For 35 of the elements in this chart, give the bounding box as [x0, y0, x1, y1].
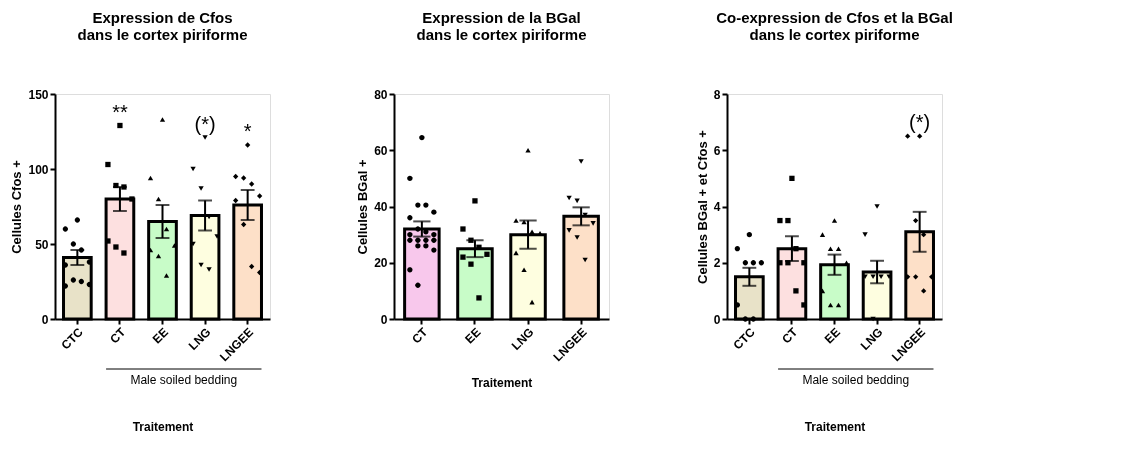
x-tick-label: EE [821, 325, 843, 347]
y-tick-label: 100 [28, 162, 49, 177]
x-axis-title: Traitement [804, 419, 866, 434]
y-tick-label: 0 [41, 312, 49, 327]
y-tick-label: 2 [713, 256, 721, 271]
text: Male soiled bedding [802, 373, 910, 387]
annotation: (*) [909, 111, 931, 134]
y-tick-label: 4 [713, 200, 721, 214]
x-tick-label: CT [779, 324, 801, 347]
y-tick-label: 8 [713, 87, 721, 102]
y-axis-title: Cellules BGal + [355, 159, 371, 255]
chart-title: Co-expression de Cfos et la BGal dans le cortex piriforme [716, 9, 953, 43]
y-tick-label: 150 [28, 87, 49, 102]
x-axis-title: Traitement [132, 419, 194, 434]
y-tick-label: 0 [713, 312, 721, 327]
y-axis-title: Cellules Cfos + [9, 159, 25, 254]
x-tick-label: CT [107, 324, 129, 347]
y-tick-label: 20 [374, 256, 388, 271]
y-tick-label: 40 [374, 200, 388, 214]
x-axis-title: Traitement [471, 375, 533, 390]
x-tick-label: CT [409, 324, 431, 347]
text: Male soiled bedding [130, 373, 238, 387]
y-tick-label: 50 [35, 237, 49, 252]
x-tick-label: EE [149, 325, 171, 347]
y-tick-label: 6 [713, 143, 721, 158]
annotation: ** [112, 100, 128, 123]
chart-title: Expression de Cfos dans le cortex piriforme [77, 9, 248, 43]
annotation: * [243, 120, 252, 142]
x-tick-label: EE [462, 325, 484, 347]
y-tick-label: 60 [374, 143, 388, 158]
y-tick-label: 80 [374, 87, 388, 102]
annotation: (*) [194, 112, 216, 135]
chart-title: Expression de la BGal dans le cortex piriforme [416, 9, 587, 43]
y-tick-label: 0 [380, 312, 388, 327]
y-axis-title: Cellules BGal + et Cfos + [694, 129, 710, 284]
